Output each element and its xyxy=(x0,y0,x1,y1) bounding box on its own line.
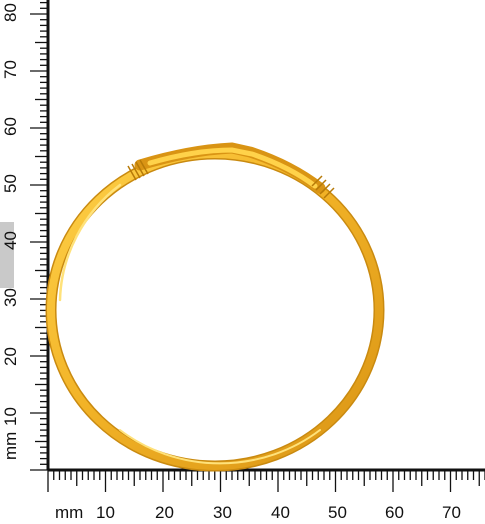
bottom-ruler: mm 10 20 30 40 50 60 70 xyxy=(47,468,485,522)
left-ruler-label-80: 80 xyxy=(1,3,20,22)
bangle-bottom-highlight xyxy=(119,429,321,465)
bottom-ruler-label-60: 60 xyxy=(385,503,404,522)
bottom-ruler-label-30: 30 xyxy=(213,503,232,522)
bangle-highlight xyxy=(58,183,122,302)
left-ruler-labels: mm 10 20 30 40 50 60 70 80 xyxy=(1,3,20,460)
bottom-ruler-unit: mm xyxy=(55,503,83,522)
bottom-ruler-label-50: 50 xyxy=(328,503,347,522)
left-ruler: mm 10 20 30 40 50 60 70 80 xyxy=(0,0,50,471)
left-ruler-label-10: 10 xyxy=(1,407,20,426)
bottom-ruler-label-40: 40 xyxy=(271,503,290,522)
bangle-right-rib xyxy=(311,175,335,199)
left-ruler-label-30: 30 xyxy=(1,288,20,307)
bottom-ruler-ticks xyxy=(47,470,485,492)
bangle-top-bar-shine xyxy=(147,147,318,189)
left-ruler-highlight-band xyxy=(0,222,14,288)
left-ruler-label-60: 60 xyxy=(1,117,20,136)
bangle-left-rib xyxy=(127,159,149,181)
bottom-ruler-label-20: 20 xyxy=(155,503,174,522)
left-ruler-ticks xyxy=(30,1,48,471)
gold-bangle-icon xyxy=(45,142,385,472)
left-ruler-label-50: 50 xyxy=(1,174,20,193)
left-ruler-label-70: 70 xyxy=(1,60,20,79)
left-ruler-label-20: 20 xyxy=(1,347,20,366)
bangle-body xyxy=(47,150,383,470)
bottom-ruler-label-70: 70 xyxy=(442,503,461,522)
left-ruler-label-40: 40 xyxy=(1,231,20,250)
bottom-ruler-labels: mm 10 20 30 40 50 60 70 xyxy=(55,503,461,522)
left-ruler-unit: mm xyxy=(1,432,20,460)
bottom-ruler-label-10: 10 xyxy=(96,503,115,522)
